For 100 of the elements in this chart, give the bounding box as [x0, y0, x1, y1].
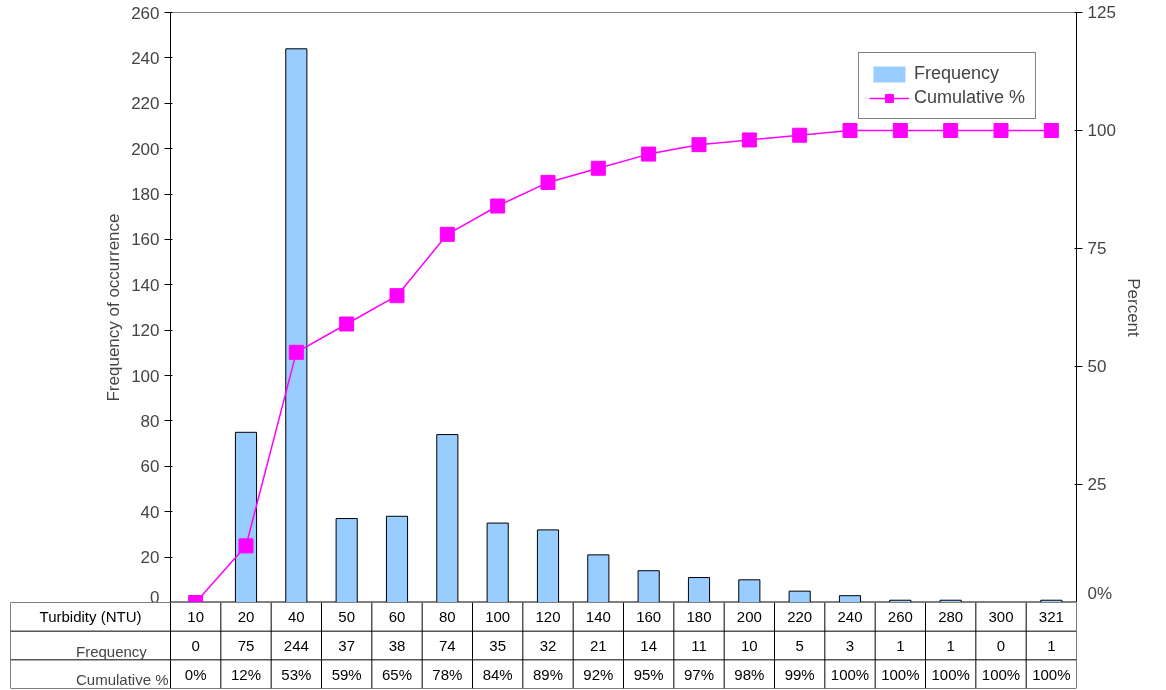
- point: [691, 137, 707, 153]
- data-label: 0%: [184, 665, 207, 683]
- y2-tick-label: 75: [1087, 239, 1107, 258]
- text: Frequency: [76, 643, 147, 660]
- y-tick-label: 20: [140, 548, 160, 568]
- x-tick-label: 180: [686, 607, 712, 625]
- data-label: 84%: [482, 665, 513, 683]
- y-tick-label: 200: [131, 139, 160, 159]
- y-tick-label: 60: [140, 457, 160, 477]
- y2-tick-label: 25: [1087, 475, 1107, 494]
- y-axis-title: Frequency of occurrence: [104, 213, 124, 402]
- x-tick-label: 10: [187, 607, 205, 625]
- point: [792, 127, 808, 143]
- data-label: 98%: [734, 665, 765, 683]
- bar: [1040, 599, 1063, 602]
- bar: [436, 434, 459, 602]
- point: [238, 538, 254, 554]
- x-tick-label: 321: [1038, 607, 1064, 625]
- point: [490, 198, 506, 214]
- data-label: 100%: [881, 665, 920, 683]
- y-tick-label: 260: [131, 3, 160, 23]
- x-tick-label: 160: [636, 607, 662, 625]
- point: [389, 288, 405, 304]
- point: [540, 174, 556, 190]
- x-tick-label: 280: [938, 607, 964, 625]
- data-label: 65%: [381, 665, 413, 683]
- bar: [587, 554, 610, 602]
- data-label: 1: [896, 636, 905, 654]
- y2-tick-label: 100: [1087, 121, 1116, 140]
- point: [741, 132, 757, 148]
- point: [842, 123, 858, 138]
- x-tick-label: 240: [837, 607, 863, 625]
- data-label: 99%: [784, 665, 815, 683]
- data-label: 5: [795, 636, 804, 654]
- x-tick-label: 120: [535, 607, 561, 625]
- data-label: 100%: [830, 665, 870, 683]
- y2-tick-label: 50: [1087, 357, 1107, 376]
- data-label: 38: [388, 636, 406, 654]
- point: [288, 344, 304, 360]
- y-tick-label: 120: [131, 321, 160, 341]
- point: [892, 123, 908, 138]
- x-tick-label: 300: [988, 607, 1014, 625]
- y2-axis-title: Percent: [1123, 278, 1143, 338]
- data-label: 10: [740, 636, 758, 654]
- data-label: 12%: [230, 665, 262, 683]
- data-label: 95%: [633, 665, 664, 683]
- x-tick-label: 220: [787, 607, 813, 625]
- data-label: 78%: [432, 665, 463, 683]
- x-tick-label: 100: [485, 607, 511, 625]
- data-label: 14: [640, 636, 658, 654]
- data-label: 3: [845, 636, 855, 654]
- data-label: 244: [283, 636, 309, 654]
- bar: [285, 48, 308, 602]
- legend-label: Frequency: [913, 63, 999, 84]
- data-label: 53%: [281, 665, 312, 683]
- y-tick-label: 80: [140, 411, 160, 431]
- point: [439, 226, 455, 242]
- y2-tick-label: 0%: [1087, 583, 1113, 603]
- legend-label: Cumulative %: [913, 87, 1025, 108]
- x-tick-label: 80: [438, 607, 456, 625]
- bar: [637, 570, 660, 602]
- data-label: 11: [691, 636, 707, 654]
- bar: [788, 590, 811, 602]
- data-label: 59%: [331, 665, 362, 683]
- bar: [536, 529, 560, 602]
- data-label: 100%: [931, 665, 970, 683]
- data-label: 0: [191, 636, 200, 654]
- point: [1043, 123, 1059, 138]
- data-label: 32: [539, 636, 557, 654]
- data-label: 89%: [532, 665, 564, 683]
- y-tick-label: 160: [131, 230, 160, 250]
- data-label: 1: [946, 636, 955, 654]
- data-label: 100%: [1032, 665, 1071, 683]
- data-label: 100%: [981, 665, 1021, 683]
- point: [943, 123, 959, 138]
- data-label: 75: [237, 636, 255, 654]
- bar: [234, 431, 258, 602]
- bar: [738, 579, 761, 602]
- bar: [335, 518, 358, 602]
- point: [339, 316, 355, 332]
- point: [590, 160, 606, 176]
- data-label: 1: [1047, 636, 1056, 654]
- bar: [486, 522, 509, 602]
- text: Cumulative %: [76, 671, 169, 688]
- x-axis-title: Turbidity (NTU): [39, 608, 142, 626]
- data-label: 92%: [583, 665, 614, 683]
- y-tick-label: 240: [131, 48, 160, 68]
- x-tick-label: 20: [237, 607, 255, 625]
- x-tick-label: 60: [388, 607, 406, 625]
- x-tick-label: 50: [338, 607, 356, 625]
- bar: [687, 577, 711, 602]
- data-label: 97%: [683, 665, 715, 683]
- data-label: 35: [489, 636, 507, 654]
- bar: [939, 599, 962, 602]
- data-label: 0: [996, 636, 1006, 654]
- x-tick-label: 140: [585, 607, 611, 625]
- bar: [385, 515, 409, 602]
- y-tick-label: 40: [140, 502, 160, 522]
- y-tick-label: 140: [131, 275, 160, 295]
- point: [641, 146, 657, 162]
